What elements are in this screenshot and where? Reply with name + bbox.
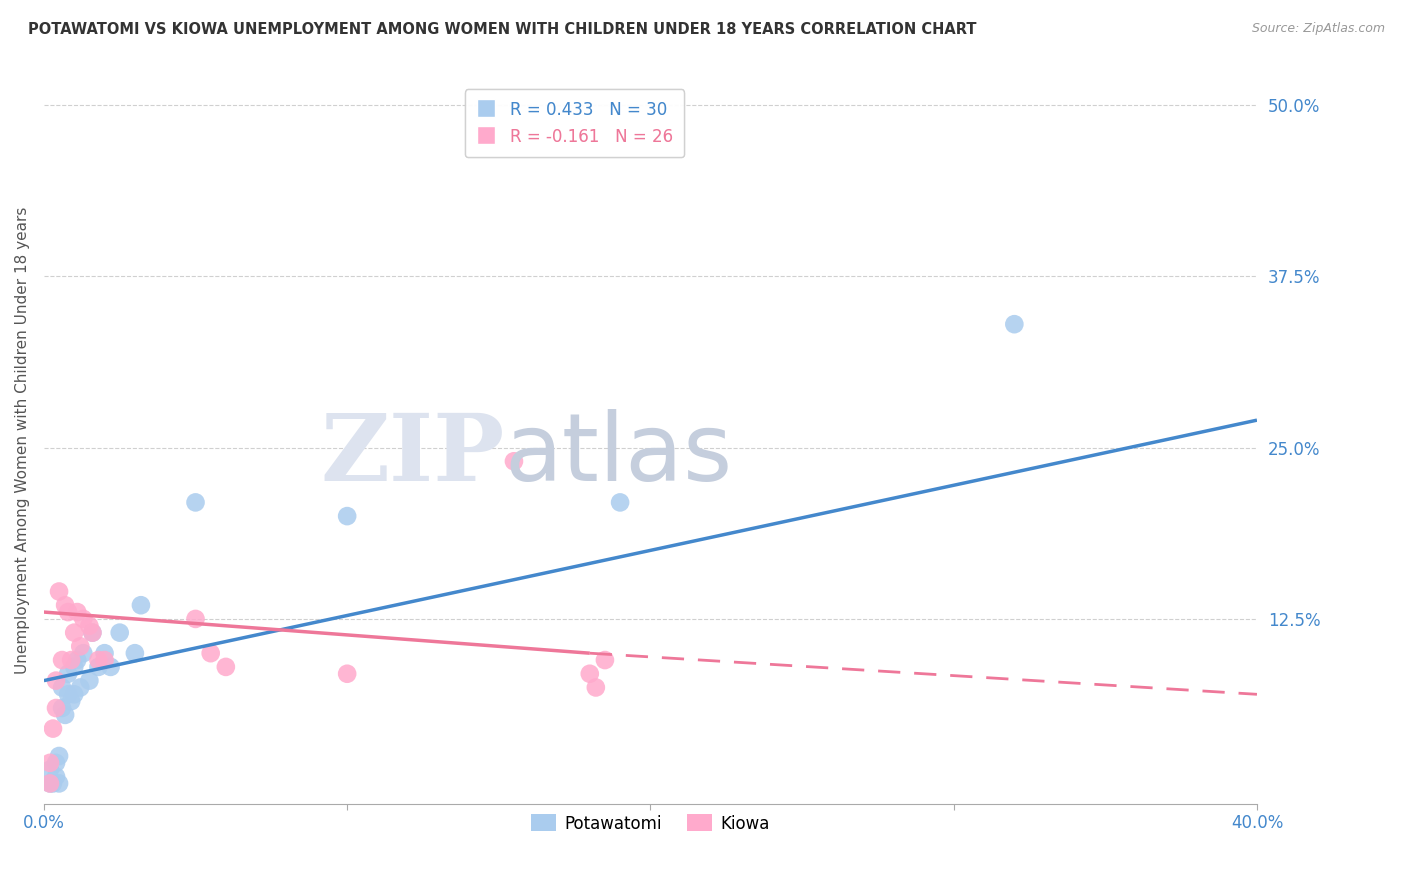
Point [69,640,91,654]
Point [45,673,67,688]
Point [200,646,222,660]
Legend: R = 0.433   N = 30, R = -0.161   N = 26: R = 0.433 N = 30, R = -0.161 N = 26 [464,89,685,157]
Point [39,756,62,770]
Point [56,605,79,619]
Point [215,660,238,674]
Point [1002,317,1025,331]
Point [100,660,122,674]
Point [42,776,65,790]
Point [39,776,62,790]
Point [184,612,207,626]
Text: POTAWATOMI VS KIOWA UNEMPLOYMENT AMONG WOMEN WITH CHILDREN UNDER 18 YEARS CORREL: POTAWATOMI VS KIOWA UNEMPLOYMENT AMONG W… [28,22,977,37]
Point [578,666,600,681]
Point [51,701,73,715]
Point [53,707,76,722]
Point [87,653,110,667]
Point [87,660,110,674]
Point [72,646,94,660]
Text: atlas: atlas [505,409,733,501]
Point [48,584,70,599]
Point [124,646,146,660]
Point [593,653,616,667]
Point [503,454,526,468]
Point [63,687,86,701]
Point [63,660,86,674]
Point [48,776,70,790]
Point [336,666,359,681]
Point [108,625,131,640]
Point [69,681,91,695]
Point [60,653,83,667]
Y-axis label: Unemployment Among Women with Children Under 18 years: Unemployment Among Women with Children U… [15,207,30,674]
Point [42,722,65,736]
Point [39,776,62,790]
Point [60,694,83,708]
Point [93,653,115,667]
Point [72,612,94,626]
Point [585,681,607,695]
Point [79,673,101,688]
Point [63,625,86,640]
Point [45,756,67,770]
Point [51,653,73,667]
Point [45,770,67,784]
Point [51,681,73,695]
Text: Source: ZipAtlas.com: Source: ZipAtlas.com [1251,22,1385,36]
Point [66,605,89,619]
Point [53,598,76,612]
Point [56,666,79,681]
Point [82,625,104,640]
Point [609,495,631,509]
Point [66,653,89,667]
Point [48,749,70,764]
Point [184,495,207,509]
Point [82,625,104,640]
Point [56,687,79,701]
Text: ZIP: ZIP [321,410,505,500]
Point [79,619,101,633]
Point [129,598,152,612]
Point [336,509,359,524]
Point [39,763,62,777]
Point [93,646,115,660]
Point [45,701,67,715]
